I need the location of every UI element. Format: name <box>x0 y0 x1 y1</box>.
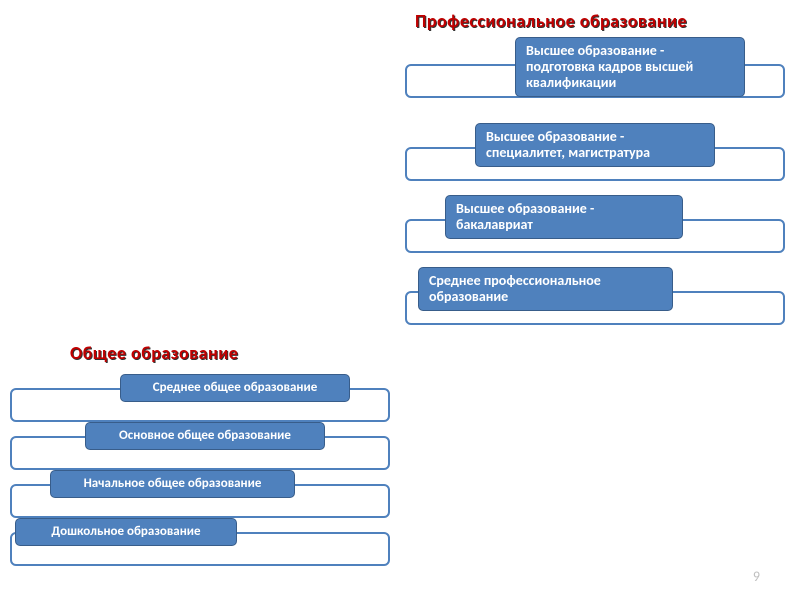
prof-row-1-front: Высшее образование - специалитет, магист… <box>475 123 715 167</box>
gen-row-3-front: Дошкольное образование <box>15 518 237 546</box>
professional-title: Профессиональное образование <box>415 10 687 32</box>
prof-row-3-front: Среднее профессиональное образование <box>418 267 673 311</box>
page-number: 9 <box>753 568 760 585</box>
prof-row-0-front: Высшее образование - подготовка кадров в… <box>515 37 745 97</box>
gen-row-2-front: Начальное общее образование <box>50 470 295 498</box>
general-title: Общее образование <box>70 342 238 364</box>
gen-row-0-front: Среднее общее образование <box>120 374 350 402</box>
gen-row-1-front: Основное общее образование <box>85 422 325 450</box>
prof-row-2-front: Высшее образование - бакалавриат <box>445 195 683 239</box>
slide-canvas: Профессиональное образование Высшее обра… <box>0 0 800 600</box>
